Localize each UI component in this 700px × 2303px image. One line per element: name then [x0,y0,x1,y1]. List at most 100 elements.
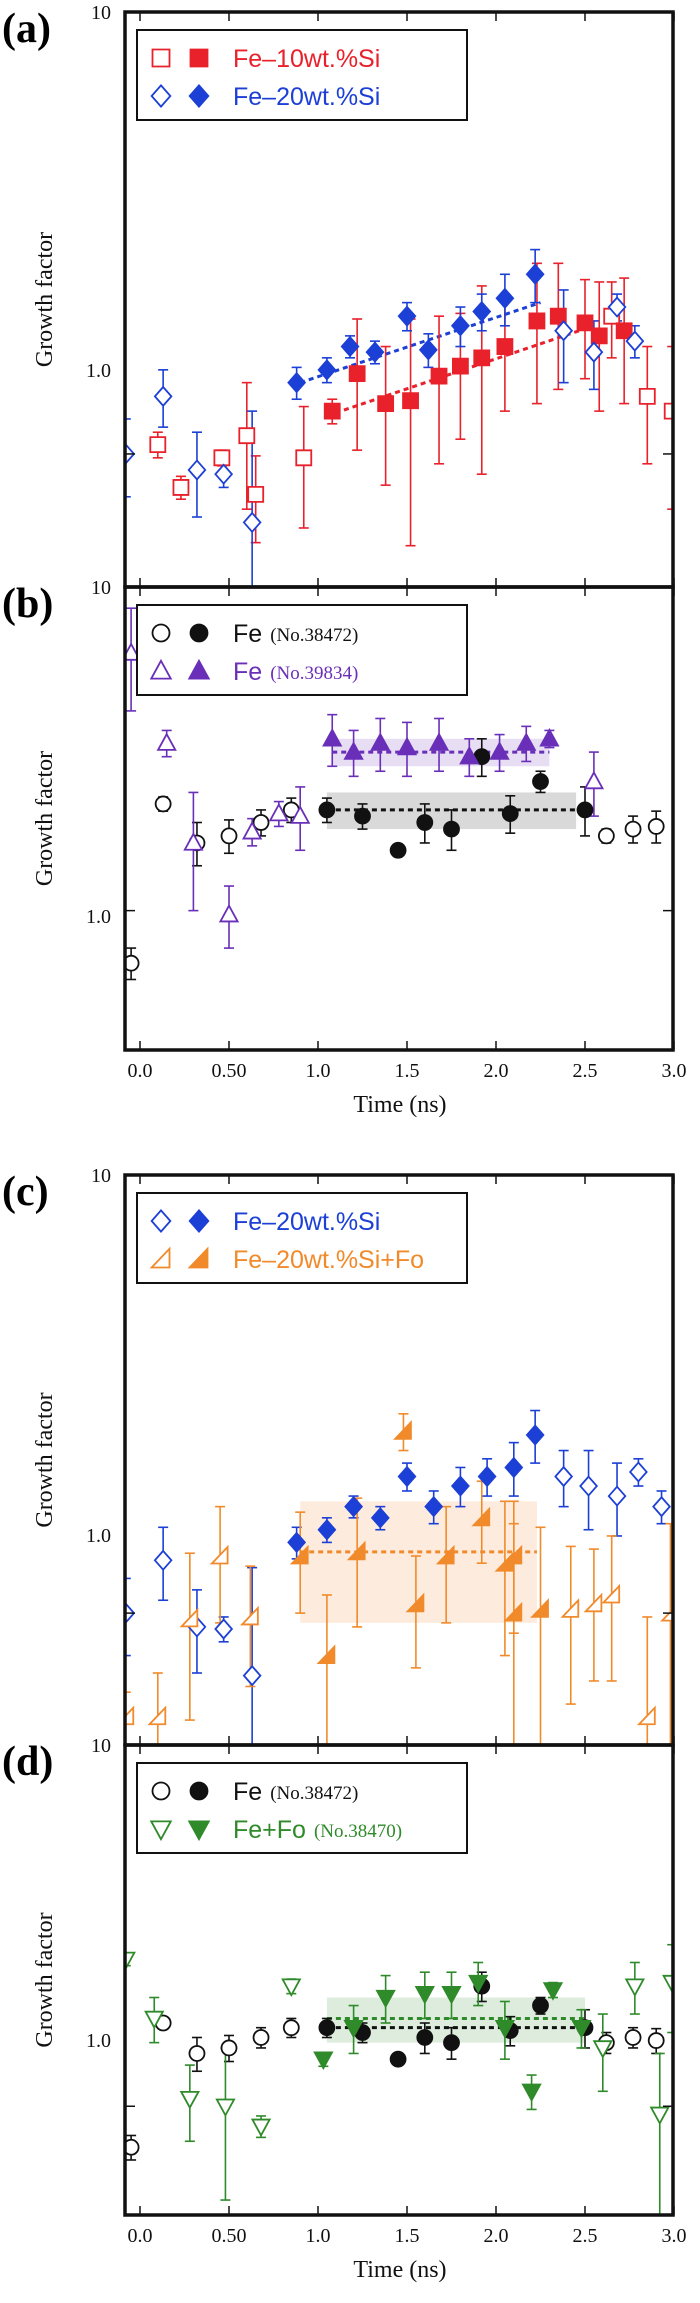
data-point [389,841,407,859]
legend-marker [189,1781,209,1801]
legend-label: Fe [233,658,262,686]
x-tick-label: 3.0 [662,1060,687,1082]
data-point [214,463,234,485]
data-point [393,1420,412,1440]
data-point [187,459,207,481]
data-point [489,741,510,760]
legend-marker [149,1820,173,1842]
data-point [402,392,419,410]
data-point [443,820,460,838]
x-tick-label: 2.0 [484,1060,509,1082]
x-axis-title: Time (ns) [353,2257,446,2283]
legend-label-small: (No.38470) [314,1821,402,1842]
data-point [365,341,385,363]
y-tick-label: 1.0 [86,2030,111,2052]
data-point [346,1540,366,1561]
legend-marker [188,1209,210,1233]
data-point [607,296,627,318]
data-point [416,814,434,831]
data-point [530,1598,549,1618]
data-point [322,727,343,747]
data-point [156,732,177,751]
data-point [215,2098,236,2118]
data-layer [125,248,673,587]
data-point [344,1495,364,1518]
data-point [317,1518,337,1541]
panel-letter: (c) [2,1169,49,1215]
data-point [214,1618,234,1640]
data-point [450,1475,470,1497]
data-point [242,511,262,534]
x-tick-label: 2.5 [573,2225,598,2247]
legend-label-small: (No.38472) [270,1783,358,1804]
data-point [624,2029,642,2046]
legend-label: Fe–10wt.%Si [233,45,380,73]
data-point [147,1705,167,1726]
legend-label: Fe [233,1778,262,1806]
data-point [477,1465,497,1488]
data-point [624,1978,645,1998]
legend-label: Fe–20wt.%Si [233,83,380,111]
data-point [468,1974,489,1994]
legend-marker [149,658,173,680]
data-point [343,2020,364,2039]
data-point [405,1592,425,1613]
data-point [528,312,546,330]
data-point [396,736,418,756]
data-point [503,1544,523,1565]
data-point [592,2040,613,2059]
data-point [576,801,594,819]
data-point [554,1465,574,1488]
data-point [416,2029,434,2046]
data-point [471,1506,491,1527]
data-point [318,2019,336,2037]
data-point [625,330,645,352]
panel-letter: (a) [2,6,51,52]
data-point [418,339,438,361]
legend-marker [187,1246,209,1269]
data-point [250,2118,272,2138]
legend-marker [150,84,172,108]
data-point [375,1989,396,2009]
legend-marker [189,623,209,643]
data-point [153,1549,173,1572]
data-point [579,1475,599,1497]
y-tick-label: 10 [91,2,111,24]
data-point [241,820,263,840]
legend-marker [151,623,171,643]
x-tick-label: 2.0 [484,2225,509,2247]
data-point [370,732,391,751]
data-point [597,827,615,845]
data-point [590,327,608,345]
y-tick-label: 1.0 [86,906,111,928]
data-point [647,2032,665,2049]
data-layer [125,607,665,981]
legend-label: Fe+Fo [233,1816,306,1844]
data-point [636,1705,656,1726]
data-point [313,2051,334,2071]
data-point [213,449,231,467]
data-point [660,1607,673,1622]
data-point [638,387,656,405]
data-point [316,1644,336,1664]
y-tick-label: 10 [91,577,111,599]
data-point [318,801,336,819]
y-axis-title: Growth factor [32,1912,58,2047]
legend-marker [149,1246,171,1269]
data-point [554,320,574,342]
data-point [238,427,256,445]
data-point [242,1664,262,1687]
data-point [443,2034,460,2052]
legend-label-small: (No.39834) [270,663,358,684]
data-point [441,1985,462,2005]
x-tick-label: 0.0 [128,1060,153,1082]
legend-marker [151,1781,171,1801]
data-point [414,1985,435,2005]
data-point [287,1531,307,1554]
data-point [532,1997,549,2014]
panel-letter: (d) [2,1739,53,1785]
data-point [179,2090,200,2110]
y-axis-title: Growth factor [32,1392,58,1527]
data-point [624,820,642,838]
